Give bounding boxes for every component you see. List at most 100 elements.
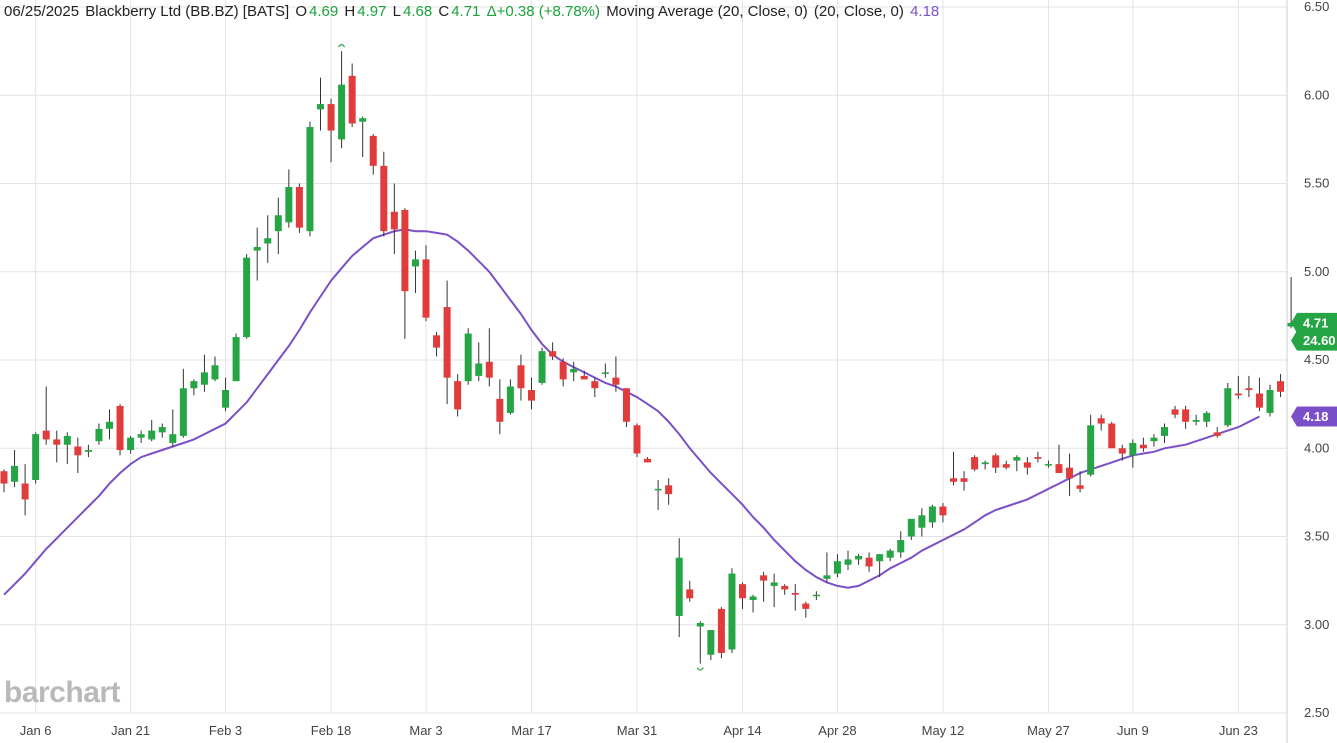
candle [760, 571, 768, 602]
candle [591, 377, 599, 398]
date-axis: Jan 6 Jan 21 Feb 3 Feb 18 Mar 3 Mar 17 Mar 31 A… [20, 723, 1258, 738]
candle-body-down [1171, 409, 1179, 415]
candle-body-down [1234, 393, 1242, 396]
candle-body-up [1087, 425, 1095, 475]
candle [106, 409, 113, 440]
candle [42, 386, 50, 445]
candle-body-up [1129, 442, 1137, 456]
candle [1034, 451, 1042, 463]
x-tick-label: Feb 18 [311, 723, 351, 738]
barchart-logo: barchart [4, 676, 121, 709]
x-tick-label: Jun 9 [1117, 723, 1149, 738]
candle-body-up [63, 435, 71, 445]
candle [1129, 439, 1137, 468]
candle [1108, 421, 1116, 449]
candle-body-down [443, 307, 451, 378]
candle-body-up [222, 390, 230, 408]
candle-body-down [622, 388, 630, 422]
candle [401, 208, 409, 339]
chart-grid [0, 0, 1288, 743]
candle-body-down [485, 361, 493, 378]
x-tick-label: May 12 [922, 723, 965, 738]
candle-body-up [11, 465, 19, 482]
price-axis: 6.50 6.00 5.50 5.00 4.50 4.00 3.50 3.00 2.50 [1304, 0, 1329, 720]
candle-body-down [791, 592, 799, 595]
candle [127, 435, 135, 454]
candle [1150, 434, 1158, 447]
change-value: Δ+0.38 (+8.78%) [486, 3, 601, 20]
candle-body-up [897, 540, 905, 553]
candle [844, 550, 852, 571]
price-tag: 4.18 [1291, 406, 1337, 427]
candle [1066, 453, 1074, 496]
x-tick-label: Mar 31 [617, 723, 657, 738]
candle-body-down [1066, 467, 1074, 479]
candle [1255, 377, 1263, 412]
x-tick-label: Apr 28 [818, 723, 856, 738]
low-label: L [392, 3, 401, 20]
candle [992, 453, 1000, 473]
candle-body-up [127, 437, 135, 451]
candle [1055, 444, 1063, 473]
candle [11, 450, 19, 488]
ma-label: Moving Average (20, Close, 0) [606, 3, 808, 20]
candle [749, 594, 757, 613]
candle-body-up [538, 351, 546, 383]
candle-body-down [1002, 464, 1010, 468]
candle-body-down [1034, 457, 1042, 459]
candle-body-up [243, 257, 251, 338]
candle [886, 548, 894, 562]
candle [770, 573, 778, 608]
header-symbol: Blackberry Ltd (BB.BZ) [BATS] [85, 3, 290, 20]
candle [222, 377, 230, 412]
candle-body-up [707, 630, 715, 655]
x-tick-label: Jan 21 [111, 723, 150, 738]
candle-body-up [274, 215, 282, 232]
y-tick-label: 6.00 [1304, 87, 1329, 102]
candle-body-down [665, 485, 673, 495]
candle [939, 502, 947, 523]
candle [464, 328, 472, 385]
candle-body-down [21, 483, 29, 500]
candle-body-down [1076, 485, 1084, 489]
candle [528, 377, 535, 410]
candle [116, 404, 124, 456]
candle-body-down [992, 455, 1000, 468]
candle [1192, 414, 1200, 426]
candle [1203, 411, 1211, 428]
price-tag-label: 4.18 [1303, 409, 1328, 424]
candle [1266, 384, 1274, 417]
candle [200, 354, 208, 392]
y-tick-label: 3.50 [1304, 529, 1329, 544]
candle [0, 469, 8, 493]
candle-body-up [506, 386, 514, 413]
candle-body-down [644, 458, 652, 463]
candle [644, 457, 652, 463]
high-low-markers [338, 44, 704, 671]
y-tick-label: 2.50 [1304, 705, 1329, 720]
candle [338, 51, 346, 149]
candle-body-down [390, 211, 398, 230]
x-tick-label: Jun 23 [1219, 723, 1258, 738]
low-value: 4.68 [402, 3, 433, 20]
close-label: C [438, 3, 450, 20]
candle-body-down [517, 365, 525, 389]
candle-body-down [559, 361, 567, 380]
candle-body-up [338, 84, 346, 140]
candle-body-up [32, 434, 40, 481]
candle-body-up [84, 450, 92, 452]
candle-body-up [200, 372, 208, 385]
candle-body-up [317, 104, 324, 110]
candle-body-up [1013, 457, 1021, 461]
candle [285, 169, 293, 228]
candle-body-down [950, 478, 957, 482]
candle [485, 328, 493, 387]
candle [1234, 375, 1242, 399]
candle [1139, 437, 1147, 452]
price-tag-box [1291, 330, 1337, 351]
x-tick-label: Jan 6 [20, 723, 52, 738]
candle-body-up [570, 368, 578, 373]
candle [1013, 455, 1021, 472]
moving-average-layer [3, 228, 1260, 596]
candle [232, 333, 240, 382]
